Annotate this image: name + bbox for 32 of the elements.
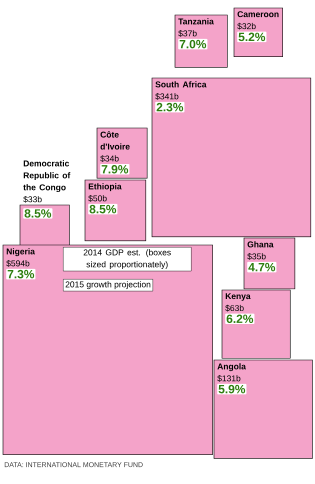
data-label: 7.3% bbox=[8, 270, 34, 278]
data-label: $63b bbox=[225, 304, 244, 312]
data-label: $37b bbox=[178, 30, 197, 37]
data-label: $33b bbox=[23, 196, 42, 203]
data-label: $594b bbox=[6, 260, 30, 267]
category-label: Ghana bbox=[248, 241, 274, 248]
data-label: 5.2% bbox=[238, 32, 266, 42]
data-label: 7.9% bbox=[102, 165, 128, 174]
data-label: $34b bbox=[100, 155, 119, 162]
category-label: Ethiopia bbox=[88, 183, 122, 192]
data-label: 6.2% bbox=[226, 314, 254, 324]
data-label: 2.3% bbox=[156, 102, 184, 112]
data-label: 8.5% bbox=[90, 204, 116, 214]
category-label: Angola bbox=[217, 363, 246, 372]
category-label: Tanzania bbox=[178, 18, 214, 24]
data-label: 7.0% bbox=[180, 40, 206, 48]
data-label: 5.9% bbox=[218, 384, 246, 394]
data-label: $35b bbox=[247, 253, 266, 260]
text: 2015 growth projection bbox=[66, 281, 150, 290]
data-label: $50b bbox=[88, 195, 107, 202]
category-label: South Africa bbox=[155, 81, 207, 88]
data-label: $131b bbox=[217, 375, 240, 382]
data-label: 8.5% bbox=[24, 209, 52, 218]
data-label: $32b bbox=[237, 22, 256, 30]
category-label: Nigeria bbox=[6, 248, 35, 256]
category-label: Democratic Republic of the Congo bbox=[23, 160, 70, 192]
data-label: $341b bbox=[155, 93, 178, 100]
category-label: Côte d'Ivoire bbox=[100, 131, 130, 150]
data-label: 4.7% bbox=[248, 262, 276, 272]
category-label: Kenya bbox=[226, 293, 251, 301]
series-label: 2014 GDP est. (boxes sized proportionately) bbox=[84, 249, 171, 270]
category-label: Cameroon bbox=[238, 11, 279, 18]
